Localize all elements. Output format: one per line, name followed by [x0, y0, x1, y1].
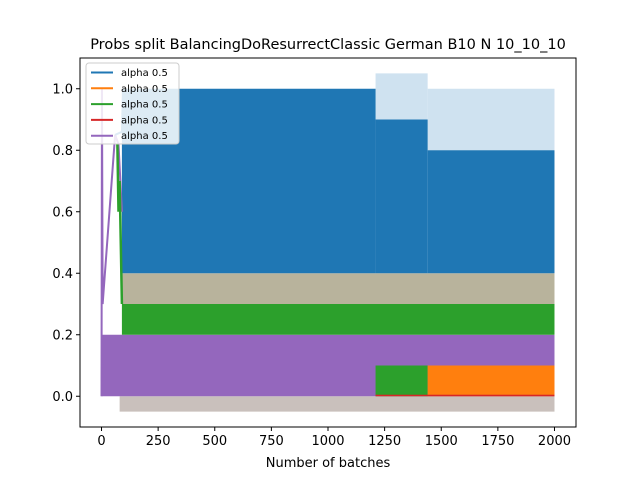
shaded-region-4: [119, 396, 555, 412]
x-tick-label-4: 1000: [311, 434, 344, 449]
series-3-early-line: [116, 144, 124, 305]
series-4-band-1: [375, 394, 555, 397]
x-tick-label-1: 250: [146, 434, 171, 449]
x-tick-label-5: 1250: [368, 434, 401, 449]
x-axis: 0 250 500 750 1000 1250 1500 1750 2000: [97, 427, 571, 449]
series-2-band-1: [427, 365, 555, 397]
y-tick-label-0: 0.0: [52, 390, 73, 405]
y-axis: 0.0 0.2 0.4 0.6 0.8 1.0: [52, 82, 80, 405]
series-3-band-1: [121, 304, 555, 335]
series-1-band-2: [375, 119, 428, 274]
y-tick-label-5: 1.0: [52, 82, 73, 97]
legend-label-1: alpha 0.5: [121, 68, 168, 79]
legend-box: [85, 62, 180, 145]
y-tick-label-2: 0.4: [52, 267, 73, 282]
x-tick-label-0: 0: [97, 434, 105, 449]
shaded-region-2: [427, 88, 555, 151]
y-tick-label-4: 0.8: [52, 144, 73, 159]
chart-title: Probs split BalancingDoResurrectClassic …: [90, 37, 566, 53]
legend-label-5: alpha 0.5: [121, 131, 168, 142]
legend-label-2: alpha 0.5: [121, 84, 168, 95]
x-tick-label-7: 1750: [481, 434, 514, 449]
legend-label-3: alpha 0.5: [121, 100, 168, 111]
x-tick-label-2: 500: [202, 434, 227, 449]
legend: alpha 0.5 alpha 0.5 alpha 0.5 alpha 0.5 alph…: [85, 62, 180, 145]
y-tick-label-1: 0.2: [52, 328, 73, 343]
x-axis-label: Number of batches: [266, 456, 391, 471]
x-tick-label-6: 1500: [425, 434, 458, 449]
y-tick-label-3: 0.6: [52, 205, 73, 220]
series-3-band-2: [375, 365, 428, 397]
series-1-band-3: [427, 150, 555, 274]
shaded-region-1: [375, 73, 428, 120]
x-tick-label-3: 750: [259, 434, 284, 449]
legend-label-4: alpha 0.5: [121, 115, 168, 126]
x-tick-label-8: 2000: [538, 434, 571, 449]
shaded-region-3: [121, 273, 555, 304]
